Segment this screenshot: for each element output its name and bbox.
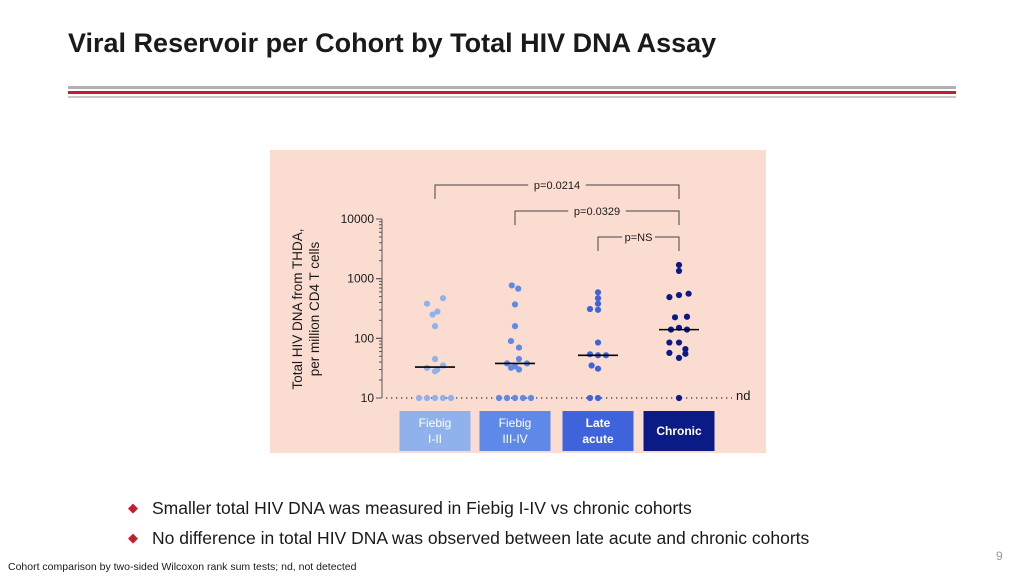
category-label-line1: Fiebig	[499, 416, 532, 430]
data-point	[431, 394, 439, 402]
data-point	[415, 394, 423, 402]
data-point	[594, 295, 602, 302]
data-point	[586, 305, 594, 313]
chart-background	[270, 150, 766, 453]
bullet-item: ◆ Smaller total HIV DNA was measured in …	[128, 493, 809, 523]
y-axis-label-line1: Total HIV DNA from THDA,	[290, 228, 305, 389]
comparison-bracket-right	[654, 236, 680, 251]
p-value-label: p=NS	[625, 232, 653, 244]
data-points	[415, 261, 692, 402]
data-point	[675, 394, 683, 402]
data-point	[594, 394, 602, 402]
data-point	[439, 295, 447, 302]
data-point	[519, 394, 527, 402]
title-divider-grey-lower	[68, 96, 956, 98]
y-axis: 10 100 1000 10000 nd	[341, 212, 751, 405]
title-divider-red	[68, 91, 956, 94]
data-point	[511, 394, 519, 402]
comparison-bracket-left	[514, 210, 569, 225]
category-label-line1: Late	[586, 416, 611, 430]
category-box	[399, 411, 471, 451]
data-point	[431, 355, 439, 363]
category-box	[479, 411, 551, 451]
data-point	[527, 394, 535, 402]
data-point	[671, 314, 679, 321]
data-point	[675, 261, 683, 269]
data-point	[666, 294, 673, 301]
data-point	[586, 351, 594, 358]
footnote: Cohort comparison by two-sided Wilcoxon …	[8, 561, 357, 573]
category-label-line1: Chronic	[656, 424, 702, 438]
y-tick-label: 100	[354, 331, 374, 345]
data-point	[675, 292, 683, 299]
category-box	[643, 411, 715, 451]
data-point	[683, 313, 691, 320]
data-point	[423, 300, 431, 307]
category-label-line1: Fiebig	[419, 416, 452, 430]
category-labels: Fiebig I-II Fiebig III-IV Late acute Chronic	[399, 411, 715, 451]
data-point	[586, 394, 594, 402]
data-point	[666, 349, 673, 356]
p-value-label: p=0.0329	[574, 206, 620, 218]
data-point	[434, 308, 441, 315]
nd-label: nd	[736, 388, 750, 403]
scatter-chart: p=0.0214 p=0.0329 p=NS 10 100 1000 10000 nd To…	[270, 150, 766, 453]
category-label-line2: acute	[582, 432, 614, 446]
data-point	[423, 394, 431, 402]
p-value-label: p=0.0214	[534, 180, 580, 192]
bullet-list: ◆ Smaller total HIV DNA was measured in …	[128, 493, 809, 553]
data-point	[447, 394, 455, 402]
y-axis-label-line2: per million CD4 T cells	[307, 241, 322, 376]
data-point	[594, 300, 602, 307]
data-point	[495, 394, 503, 402]
data-point	[515, 355, 523, 363]
data-point	[507, 364, 515, 371]
data-point	[439, 394, 447, 402]
comparison-brackets: p=0.0214 p=0.0329 p=NS	[434, 180, 680, 251]
median-lines	[415, 328, 699, 368]
data-point	[511, 301, 519, 308]
diamond-bullet-icon: ◆	[128, 530, 138, 545]
data-point	[594, 289, 602, 296]
diamond-bullet-icon: ◆	[128, 500, 138, 515]
y-tick-label: 1000	[347, 272, 374, 286]
data-point	[594, 339, 602, 346]
page-title: Viral Reservoir per Cohort by Total HIV …	[68, 28, 717, 58]
comparison-bracket-right	[625, 210, 680, 225]
data-point	[682, 346, 689, 353]
data-point	[503, 394, 511, 402]
data-point	[675, 267, 683, 274]
data-point	[666, 339, 673, 346]
data-point	[675, 339, 683, 346]
data-point	[594, 306, 602, 313]
y-tick-label: 10000	[341, 212, 375, 226]
category-box	[562, 411, 634, 451]
data-point	[685, 290, 692, 297]
category-label-line2: III-IV	[502, 432, 527, 446]
y-tick-label: 10	[361, 391, 375, 405]
data-point	[431, 323, 439, 330]
title-divider-grey	[68, 86, 956, 89]
comparison-bracket-left	[434, 184, 529, 199]
data-point	[588, 362, 595, 369]
data-point	[675, 354, 683, 361]
comparison-bracket-left	[597, 236, 623, 251]
bullet-text: Smaller total HIV DNA was measured in Fi…	[152, 497, 692, 518]
data-point	[515, 285, 522, 292]
chart-panel: p=0.0214 p=0.0329 p=NS 10 100 1000 10000 nd To…	[270, 150, 766, 453]
data-point	[508, 282, 515, 289]
data-point	[429, 311, 436, 318]
data-point	[507, 337, 515, 345]
data-point	[682, 350, 689, 357]
data-point	[515, 366, 523, 373]
data-point	[511, 323, 519, 330]
data-point	[515, 344, 523, 351]
category-label-line2: I-II	[428, 432, 442, 446]
bullet-item: ◆ No difference in total HIV DNA was obs…	[128, 523, 809, 553]
bullet-text: No difference in total HIV DNA was obser…	[152, 527, 810, 548]
data-point	[431, 368, 439, 375]
comparison-bracket-right	[585, 184, 680, 199]
data-point	[594, 365, 602, 372]
page-number: 9	[996, 549, 1003, 563]
